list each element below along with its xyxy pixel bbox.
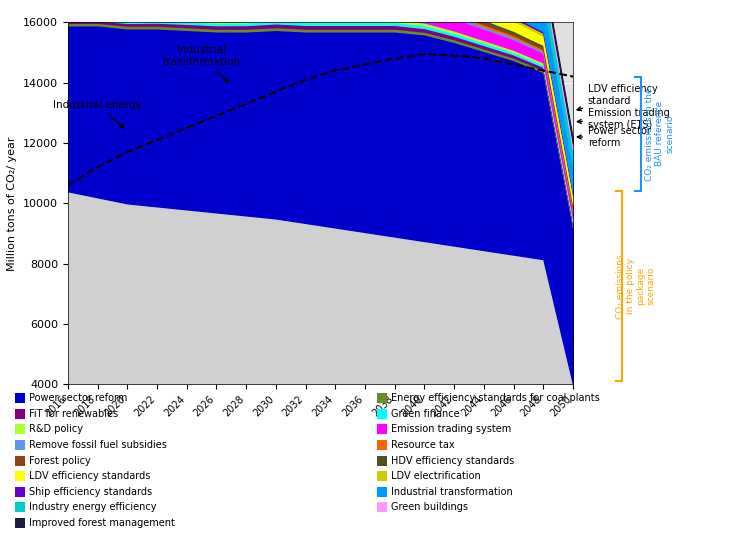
Text: Resource tax: Resource tax — [391, 440, 454, 450]
Text: Industrial transformation: Industrial transformation — [391, 487, 512, 497]
Text: LDV electrification: LDV electrification — [391, 471, 480, 481]
Text: Industrial energy: Industrial energy — [53, 100, 142, 128]
Text: Emission trading system: Emission trading system — [391, 424, 510, 434]
Text: Industry energy efficiency: Industry energy efficiency — [29, 502, 156, 512]
Text: Power sector
reform: Power sector reform — [578, 126, 651, 148]
Y-axis label: Million tons of CO₂/ year: Million tons of CO₂/ year — [8, 136, 17, 271]
Text: CO₂ emissions
in the policy
package
scenario: CO₂ emissions in the policy package scen… — [615, 254, 656, 319]
Text: Remove fossil fuel subsidies: Remove fossil fuel subsidies — [29, 440, 167, 450]
Text: HDV efficiency standards: HDV efficiency standards — [391, 456, 513, 466]
Text: Green finance: Green finance — [391, 409, 459, 419]
Text: Industrial
transformation: Industrial transformation — [163, 45, 241, 82]
Text: Improved forest management: Improved forest management — [29, 518, 174, 528]
Text: LDV efficiency standards: LDV efficiency standards — [29, 471, 150, 481]
Text: R&D policy: R&D policy — [29, 424, 83, 434]
Text: Emission trading
system (ETS): Emission trading system (ETS) — [578, 108, 670, 130]
Text: Forest policy: Forest policy — [29, 456, 90, 466]
Text: Energy efficiency standards for coal plants: Energy efficiency standards for coal pla… — [391, 393, 599, 403]
Text: Ship efficiency standards: Ship efficiency standards — [29, 487, 152, 497]
Text: FiT for renewables: FiT for renewables — [29, 409, 118, 419]
Text: CO₂ emissions in the
BAU reference
scenario: CO₂ emissions in the BAU reference scena… — [645, 87, 675, 180]
Text: Power sector reform: Power sector reform — [29, 393, 127, 403]
Text: LDV efficiency
standard: LDV efficiency standard — [577, 84, 657, 111]
Text: Green buildings: Green buildings — [391, 502, 467, 512]
